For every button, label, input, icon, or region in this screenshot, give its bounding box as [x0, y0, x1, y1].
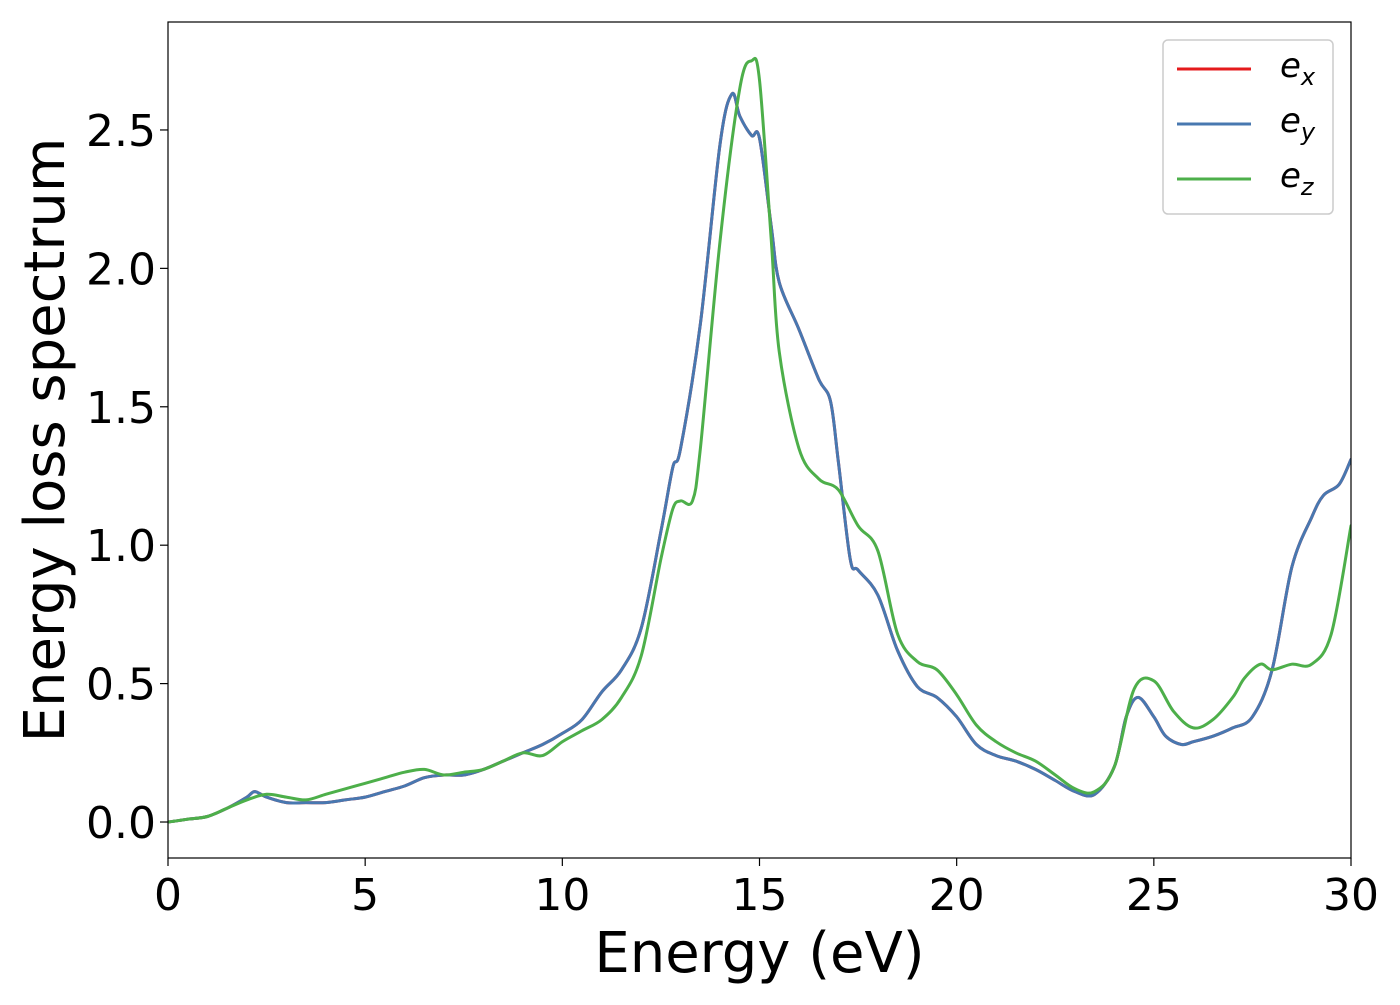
- legend-label: ez: [1280, 156, 1315, 201]
- legend-item-z: ez: [1177, 156, 1315, 201]
- y-axis-ticks: 0.0 0.5 1.0 1.5 2.0 2.5: [86, 106, 168, 849]
- y-tick-label: 0.0: [86, 798, 156, 849]
- y-tick-label: 2.5: [86, 106, 156, 157]
- legend-item-x: ex: [1177, 46, 1316, 91]
- x-tick-label: 30: [1323, 870, 1379, 921]
- x-tick-label: 10: [534, 870, 590, 921]
- legend-label: ex: [1280, 46, 1316, 91]
- x-tick-label: 15: [732, 870, 788, 921]
- series-layer: [168, 56, 1351, 824]
- y-tick-label: 1.5: [86, 383, 156, 434]
- legend-label: ey: [1280, 101, 1316, 146]
- legend: ex ey ez: [1162, 39, 1334, 215]
- y-tick-label: 2.0: [86, 244, 156, 295]
- x-tick-label: 5: [351, 870, 379, 921]
- series-line-z: [168, 56, 1351, 824]
- y-tick-label: 1.0: [86, 521, 156, 572]
- x-tick-label: 25: [1126, 870, 1182, 921]
- y-tick-label: 0.5: [86, 660, 156, 711]
- legend-box: [1162, 39, 1334, 215]
- y-axis-label: Energy loss spectrum: [13, 138, 78, 743]
- legend-item-y: ey: [1177, 101, 1316, 146]
- x-tick-label: 20: [929, 870, 985, 921]
- x-tick-label: 0: [154, 870, 182, 921]
- x-axis-label: Energy (eV): [594, 921, 924, 986]
- x-axis-ticks: 0 5 10 15 20 25 30: [154, 858, 1379, 921]
